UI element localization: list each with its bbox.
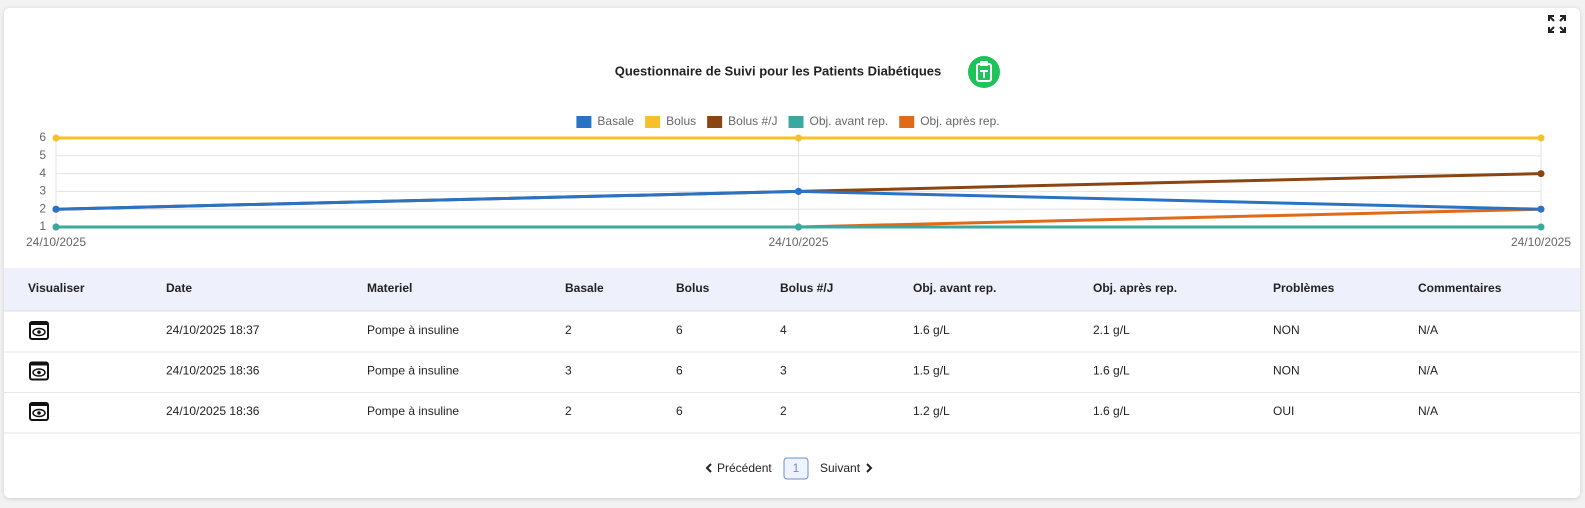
eye-frame xyxy=(29,361,49,381)
next-button[interactable]: Suivant xyxy=(820,461,861,475)
table-cell: 4 xyxy=(780,323,787,337)
view-button[interactable] xyxy=(29,361,49,381)
point xyxy=(795,134,802,142)
legend-label: Bolus #/J xyxy=(728,114,777,128)
eye-frame xyxy=(29,321,49,340)
table-cell: 1.6 g/L xyxy=(1093,404,1130,418)
y-tick-label: 3 xyxy=(39,184,46,198)
next-arrow xyxy=(866,463,873,473)
eye-frame xyxy=(29,402,49,421)
table-cell: 2 xyxy=(565,404,572,418)
column-header: Commentaires xyxy=(1418,281,1502,295)
table-cell: 6 xyxy=(676,404,683,418)
table-cell: Pompe à insuline xyxy=(367,404,459,418)
eye xyxy=(32,408,46,418)
fullscreen-button[interactable] xyxy=(1548,15,1566,33)
page-number[interactable]: 1 xyxy=(793,461,800,475)
table-cell: NON xyxy=(1273,364,1300,378)
eye-icons[interactable] xyxy=(29,321,49,421)
table-cell: 1.2 g/L xyxy=(913,404,950,418)
point xyxy=(1537,170,1545,178)
prev-button[interactable]: Précédent xyxy=(717,461,772,475)
y-tick-label: 4 xyxy=(39,166,46,180)
table-cell: 2 xyxy=(780,404,787,418)
table-cell: 24/10/2025 18:36 xyxy=(166,364,260,378)
legend-label: Obj. avant rep. xyxy=(810,114,889,128)
column-header: Bolus xyxy=(676,281,710,295)
table-cell: N/A xyxy=(1418,364,1438,378)
column-header: Materiel xyxy=(367,281,412,295)
table-cell: 2.1 g/L xyxy=(1093,323,1130,337)
column-header: Problèmes xyxy=(1273,281,1335,295)
point xyxy=(52,134,60,142)
table-cell: Pompe à insuline xyxy=(367,364,459,378)
table-cell: Pompe à insuline xyxy=(367,323,459,337)
legend-swatch xyxy=(788,116,804,128)
pupil xyxy=(37,370,41,375)
table-cell: OUI xyxy=(1273,404,1294,418)
column-header: Visualiser xyxy=(28,281,85,295)
point xyxy=(795,223,802,231)
point xyxy=(52,223,60,231)
table-cell: 1.6 g/L xyxy=(913,323,950,337)
y-tick-label: 6 xyxy=(39,130,46,144)
table-cell: 6 xyxy=(676,364,683,378)
legend-label: Obj. après rep. xyxy=(920,114,999,128)
clipboard-icon xyxy=(968,56,1000,88)
table-cell: N/A xyxy=(1418,404,1438,418)
x-tick-label: 24/10/2025 xyxy=(1511,235,1571,249)
legend-label: Bolus xyxy=(666,114,696,128)
point xyxy=(1537,134,1545,142)
point xyxy=(52,205,60,213)
column-header: Bolus #/J xyxy=(780,281,833,295)
y-tick-label: 2 xyxy=(39,201,46,215)
point xyxy=(795,187,802,195)
column-header: Basale xyxy=(565,281,604,295)
legend-swatch xyxy=(707,116,723,128)
table-cell: 2 xyxy=(565,323,572,337)
table-cell: 6 xyxy=(676,323,683,337)
x-tick-label: 24/10/2025 xyxy=(26,235,86,249)
prev-arrow xyxy=(705,463,712,473)
table-cell: NON xyxy=(1273,323,1300,337)
table-cell: 1.6 g/L xyxy=(1093,364,1130,378)
page-box xyxy=(783,457,809,480)
legend: Basale Bolus Bolus #/J Obj. avant rep. Obj. … xyxy=(576,114,1000,128)
y-tick-label: 5 xyxy=(39,148,46,162)
view-button[interactable] xyxy=(29,321,49,340)
pupil xyxy=(37,330,41,334)
point xyxy=(1537,223,1545,231)
x-tick-label: 24/10/2025 xyxy=(768,235,828,249)
table-cell: N/A xyxy=(1418,323,1438,337)
eye xyxy=(32,368,46,377)
pupil xyxy=(37,411,41,415)
chart-title: Questionnaire de Suivi pour les Patients… xyxy=(615,63,942,78)
column-header: Obj. après rep. xyxy=(1093,281,1177,295)
point xyxy=(1537,205,1545,213)
table-cell: 1.5 g/L xyxy=(913,364,950,378)
column-header: Obj. avant rep. xyxy=(913,281,996,295)
table-cell: 3 xyxy=(780,364,787,378)
view-button[interactable] xyxy=(29,402,49,421)
card xyxy=(4,8,1580,498)
column-header: Date xyxy=(166,281,192,295)
eye xyxy=(32,327,46,337)
legend-swatch xyxy=(576,116,592,128)
table-cell: 24/10/2025 18:36 xyxy=(166,404,260,418)
legend-swatch xyxy=(645,116,661,128)
legend-label: Basale xyxy=(597,114,634,128)
legend-swatch xyxy=(899,116,915,128)
y-tick-label: 1 xyxy=(39,219,46,233)
table-header-bg xyxy=(4,268,1580,311)
table-cell: 24/10/2025 18:37 xyxy=(166,323,260,337)
table-cell: 3 xyxy=(565,364,572,378)
